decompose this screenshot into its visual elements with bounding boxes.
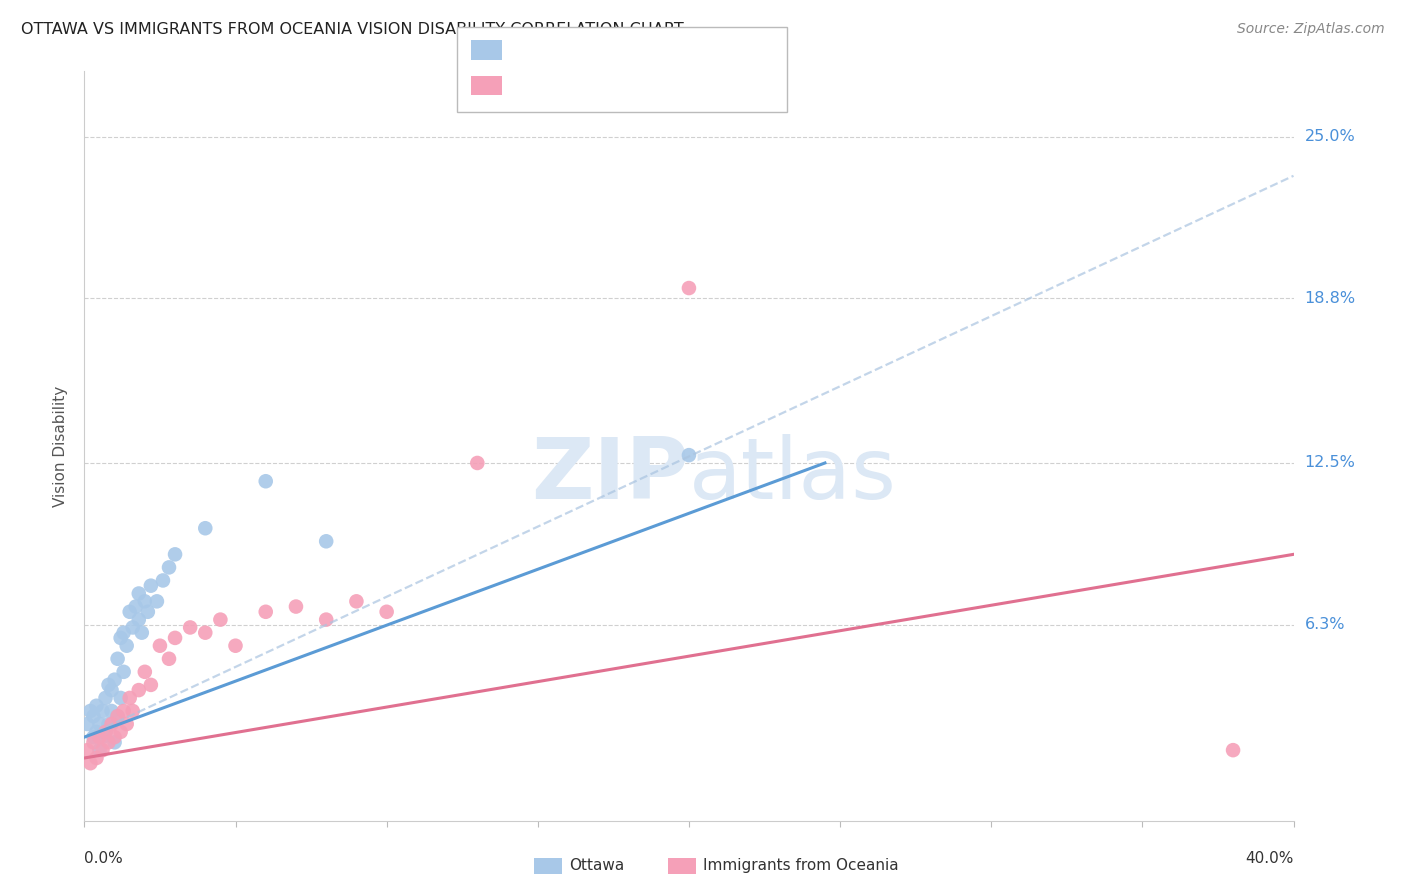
Point — [89, 743, 111, 757]
Text: 0.0%: 0.0% — [84, 851, 124, 866]
Point — [112, 625, 135, 640]
Point — [375, 605, 398, 619]
Point — [107, 652, 129, 666]
Point — [225, 639, 247, 653]
Point — [107, 709, 129, 723]
Point — [115, 639, 138, 653]
Point — [254, 605, 277, 619]
Point — [157, 652, 180, 666]
Point — [678, 281, 700, 295]
Text: 40.0%: 40.0% — [1246, 851, 1294, 866]
Point — [112, 665, 135, 679]
Point — [97, 735, 120, 749]
Point — [254, 475, 277, 489]
Text: N =: N = — [620, 40, 657, 58]
Point — [97, 717, 120, 731]
Point — [79, 704, 101, 718]
Point — [194, 521, 217, 535]
Text: Source: ZipAtlas.com: Source: ZipAtlas.com — [1237, 22, 1385, 37]
Point — [121, 620, 143, 634]
Point — [89, 730, 111, 744]
Point — [107, 709, 129, 723]
Point — [112, 704, 135, 718]
Point — [91, 704, 114, 718]
Point — [100, 683, 122, 698]
Point — [152, 574, 174, 588]
Text: ZIP: ZIP — [531, 434, 689, 517]
Point — [285, 599, 308, 614]
Point — [157, 560, 180, 574]
Point — [149, 639, 172, 653]
Point — [110, 724, 132, 739]
Point — [128, 586, 150, 600]
Text: N =: N = — [620, 76, 657, 94]
Point — [121, 704, 143, 718]
Text: R =: R = — [510, 76, 547, 94]
Text: 0.673: 0.673 — [553, 40, 605, 58]
Point — [165, 547, 187, 561]
Point — [82, 730, 104, 744]
Point — [82, 735, 104, 749]
Point — [128, 683, 150, 698]
Point — [1222, 743, 1244, 757]
Point — [79, 756, 101, 771]
Text: 34: 34 — [662, 76, 686, 94]
Point — [86, 698, 108, 713]
Point — [346, 594, 368, 608]
Point — [86, 751, 108, 765]
Point — [91, 743, 114, 757]
Point — [104, 673, 127, 687]
Text: Ottawa: Ottawa — [569, 858, 624, 872]
Point — [94, 724, 117, 739]
Point — [128, 613, 150, 627]
Point — [115, 717, 138, 731]
Point — [209, 613, 232, 627]
Point — [125, 599, 148, 614]
Text: 6.3%: 6.3% — [1305, 617, 1346, 632]
Point — [131, 625, 153, 640]
Point — [86, 724, 108, 739]
Text: atlas: atlas — [689, 434, 897, 517]
Y-axis label: Vision Disability: Vision Disability — [53, 385, 69, 507]
Point — [179, 620, 201, 634]
Point — [94, 724, 117, 739]
Point — [165, 631, 187, 645]
Text: 25.0%: 25.0% — [1305, 129, 1355, 145]
Point — [467, 456, 489, 470]
Text: 18.8%: 18.8% — [1305, 291, 1355, 306]
Text: 42: 42 — [662, 40, 686, 58]
Text: OTTAWA VS IMMIGRANTS FROM OCEANIA VISION DISABILITY CORRELATION CHART: OTTAWA VS IMMIGRANTS FROM OCEANIA VISION… — [21, 22, 683, 37]
Point — [678, 448, 700, 462]
Point — [82, 709, 104, 723]
Point — [146, 594, 169, 608]
Point — [104, 730, 127, 744]
Point — [76, 743, 98, 757]
Point — [134, 665, 156, 679]
Point — [76, 717, 98, 731]
Point — [118, 605, 141, 619]
Point — [118, 690, 141, 705]
Text: R =: R = — [510, 40, 547, 58]
Point — [139, 678, 162, 692]
Text: 0.261: 0.261 — [553, 76, 605, 94]
Text: 12.5%: 12.5% — [1305, 456, 1355, 470]
Point — [100, 717, 122, 731]
Point — [134, 594, 156, 608]
Point — [97, 678, 120, 692]
Point — [136, 605, 159, 619]
Point — [315, 534, 337, 549]
Point — [139, 579, 162, 593]
Point — [110, 631, 132, 645]
Point — [100, 704, 122, 718]
Point — [94, 690, 117, 705]
Text: Immigrants from Oceania: Immigrants from Oceania — [703, 858, 898, 872]
Point — [194, 625, 217, 640]
Point — [89, 717, 111, 731]
Point — [91, 730, 114, 744]
Point — [104, 735, 127, 749]
Point — [315, 613, 337, 627]
Point — [110, 690, 132, 705]
